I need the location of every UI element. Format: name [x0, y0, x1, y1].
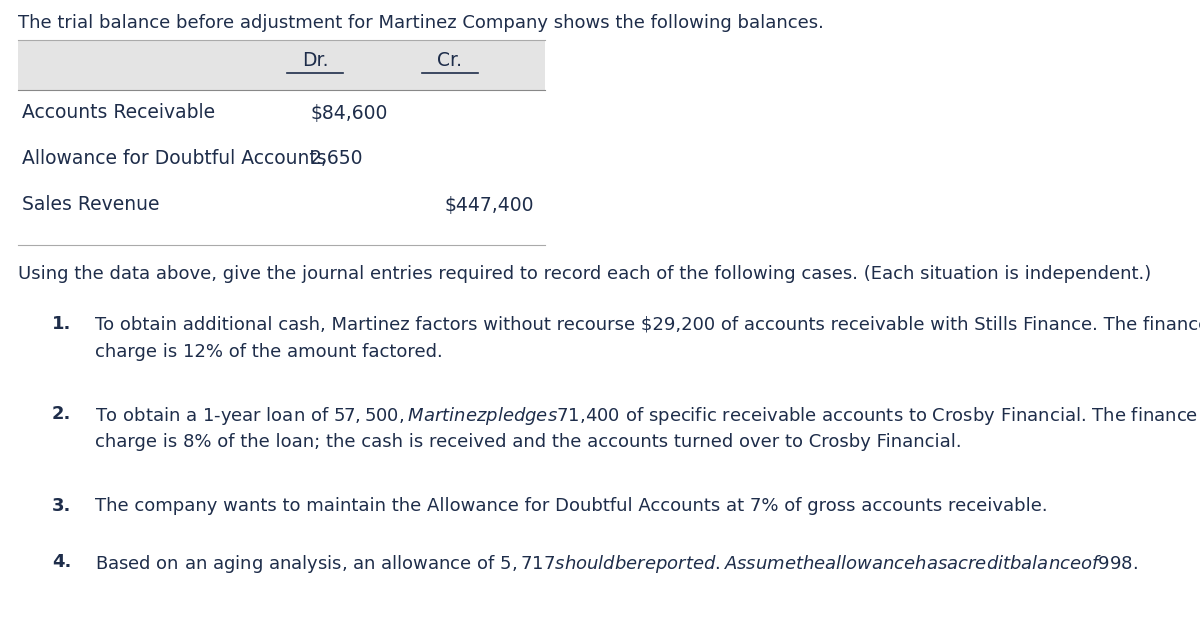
Bar [18, 40, 545, 90]
Text: Accounts Receivable: Accounts Receivable [22, 104, 215, 123]
Text: Using the data above, give the journal entries required to record each of the fo: Using the data above, give the journal e… [18, 265, 1151, 283]
Text: charge is 12% of the amount factored.: charge is 12% of the amount factored. [95, 343, 443, 361]
Text: 2,650: 2,650 [310, 149, 364, 167]
Text: Allowance for Doubtful Accounts: Allowance for Doubtful Accounts [22, 149, 326, 167]
Text: Cr.: Cr. [438, 51, 462, 70]
Text: 3.: 3. [52, 497, 71, 515]
Text: To obtain a 1-year loan of $57,500, Martinez pledges $71,400 of specific receiva: To obtain a 1-year loan of $57,500, Mart… [95, 405, 1198, 427]
Text: 1.: 1. [52, 315, 71, 333]
Text: The company wants to maintain the Allowance for Doubtful Accounts at 7% of gross: The company wants to maintain the Allowa… [95, 497, 1048, 515]
Text: Based on an aging analysis, an allowance of $5,717 should be reported. Assume th: Based on an aging analysis, an allowance… [95, 553, 1138, 575]
Text: Sales Revenue: Sales Revenue [22, 196, 160, 215]
Text: charge is 8% of the loan; the cash is received and the accounts turned over to C: charge is 8% of the loan; the cash is re… [95, 433, 961, 451]
Text: $447,400: $447,400 [445, 196, 534, 215]
Text: 2.: 2. [52, 405, 71, 423]
Text: 4.: 4. [52, 553, 71, 571]
Text: $84,600: $84,600 [310, 104, 388, 123]
Text: To obtain additional cash, Martinez factors without recourse $29,200 of accounts: To obtain additional cash, Martinez fact… [95, 315, 1200, 333]
Text: The trial balance before adjustment for Martinez Company shows the following bal: The trial balance before adjustment for … [18, 14, 824, 32]
Text: Dr.: Dr. [301, 51, 329, 70]
